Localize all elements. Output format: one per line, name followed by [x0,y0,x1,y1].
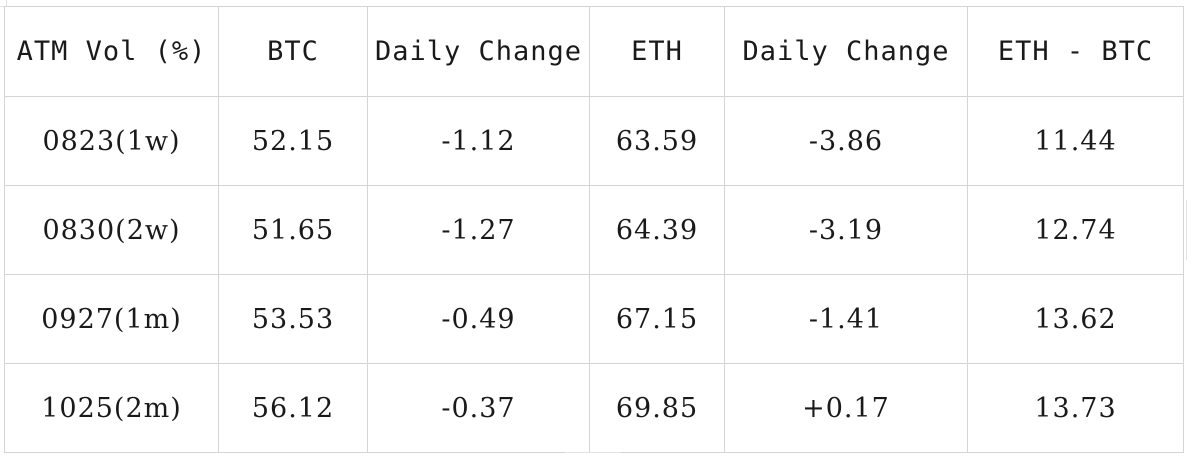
cell-spread[interactable]: 13.73 [967,363,1184,453]
table-header-row: ATM Vol (%) BTC Daily Change ETH Daily C… [4,6,1184,97]
row-resize-handle[interactable] [1186,200,1195,260]
cell-eth-vol[interactable]: 69.85 [589,363,725,453]
cell-eth-vol[interactable]: 63.59 [589,96,725,186]
cell-eth-vol[interactable]: 67.15 [589,274,725,364]
select-all-corner[interactable] [0,0,7,7]
header-cell-btc[interactable]: BTC [218,6,368,97]
table-row: 0823(1w) 52.15 -1.12 63.59 -3.86 11.44 [4,96,1184,186]
cell-expiry[interactable]: 0927(1m) [4,274,219,364]
cell-eth-change[interactable]: -3.86 [724,96,968,186]
cell-spread[interactable]: 13.62 [967,274,1184,364]
table-row: 0927(1m) 53.53 -0.49 67.15 -1.41 13.62 [4,274,1184,364]
cell-btc-change[interactable]: -1.12 [367,96,590,186]
cell-btc-vol[interactable]: 56.12 [218,363,368,453]
header-cell-atm-vol[interactable]: ATM Vol (%) [4,6,219,97]
cell-btc-change[interactable]: -1.27 [367,185,590,275]
header-cell-eth-daily-change[interactable]: Daily Change [724,6,968,97]
atm-vol-table: ATM Vol (%) BTC Daily Change ETH Daily C… [4,6,1184,453]
cell-btc-change[interactable]: -0.49 [367,274,590,364]
cell-expiry[interactable]: 0823(1w) [4,96,219,186]
cell-spread[interactable]: 11.44 [967,96,1184,186]
header-cell-btc-daily-change[interactable]: Daily Change [367,6,590,97]
cell-eth-vol[interactable]: 64.39 [589,185,725,275]
cell-btc-change[interactable]: -0.37 [367,363,590,453]
cell-btc-vol[interactable]: 51.65 [218,185,368,275]
table-row: 1025(2m) 56.12 -0.37 69.85 +0.17 13.73 [4,363,1184,453]
header-cell-eth[interactable]: ETH [589,6,725,97]
cell-eth-change[interactable]: -1.41 [724,274,968,364]
cell-expiry[interactable]: 0830(2w) [4,185,219,275]
cell-expiry[interactable]: 1025(2m) [4,363,219,453]
cell-btc-vol[interactable]: 52.15 [218,96,368,186]
cell-eth-change[interactable]: +0.17 [724,363,968,453]
cell-btc-vol[interactable]: 53.53 [218,274,368,364]
cell-eth-change[interactable]: -3.19 [724,185,968,275]
table-row: 0830(2w) 51.65 -1.27 64.39 -3.19 12.74 [4,185,1184,275]
cell-spread[interactable]: 12.74 [967,185,1184,275]
column-resize-handle[interactable] [565,452,620,459]
header-cell-eth-minus-btc[interactable]: ETH - BTC [967,6,1184,97]
